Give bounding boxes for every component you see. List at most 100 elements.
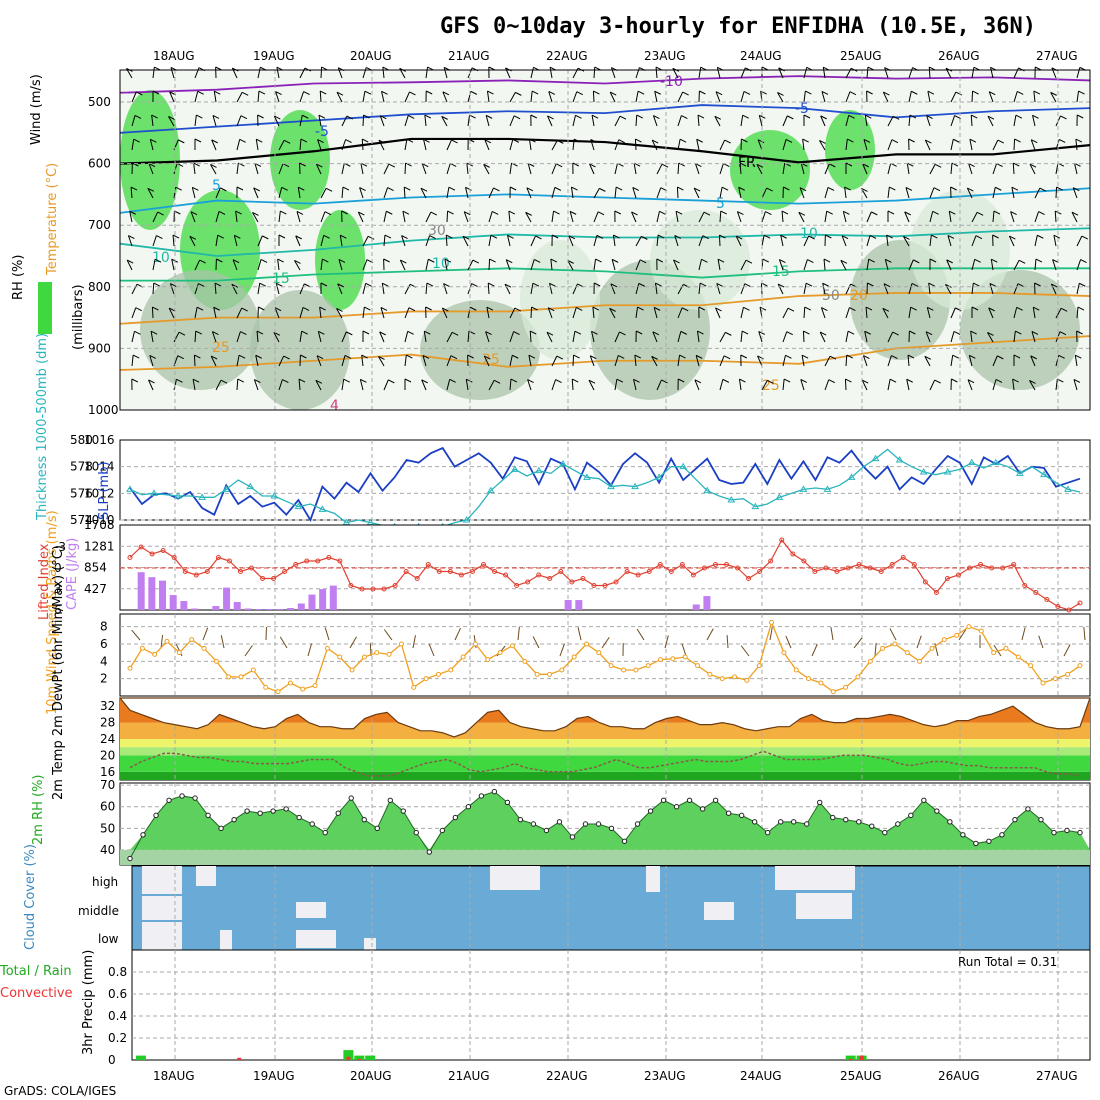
wind-marker	[263, 684, 269, 690]
wind-barb-flag	[252, 212, 259, 216]
wind-barb	[236, 307, 243, 319]
li-marker	[226, 558, 232, 564]
wind-barb	[529, 330, 532, 343]
wind-barb	[656, 235, 659, 247]
wind-barb	[777, 92, 784, 103]
wind-barb-flag	[212, 331, 219, 336]
wind-barb-flag	[1031, 139, 1038, 144]
wind-barb	[425, 282, 428, 295]
wind-barb	[152, 211, 159, 223]
wind-barb-flag	[512, 138, 520, 143]
li-marker	[403, 569, 409, 574]
wind-barb	[824, 211, 828, 223]
rh-marker	[179, 793, 185, 799]
wind-barb-flag	[969, 138, 977, 143]
wind-barb-flag	[698, 306, 706, 311]
wind-barb	[1033, 91, 1036, 103]
wind-barb-flag	[632, 187, 640, 191]
wind-marker	[152, 651, 158, 657]
wind-barb	[950, 307, 956, 319]
li-marker	[127, 555, 133, 560]
wind-barb-flag	[995, 186, 1002, 191]
wind-barb-flag	[697, 330, 704, 335]
wind-barb-flag	[631, 211, 638, 216]
wind-barb	[379, 331, 385, 343]
wind-barb-flag	[484, 355, 491, 360]
wind-barb-flag	[447, 210, 454, 215]
wind-barb-flag	[657, 234, 665, 239]
wind-barb	[1029, 163, 1036, 175]
wind-barb-flag	[424, 114, 432, 119]
thickness-marker	[294, 502, 303, 510]
wind-barb-flag	[779, 259, 786, 264]
wind-barb	[275, 91, 280, 103]
wind-barb-flag	[546, 331, 554, 336]
li-marker	[447, 569, 453, 574]
wind-marker	[127, 665, 133, 671]
wind-barb-flag	[932, 210, 939, 215]
rh-marker	[348, 795, 354, 801]
wind-barb-flag	[345, 139, 352, 144]
wind-barb	[466, 163, 469, 175]
rh-marker	[309, 821, 315, 827]
wind-barb-flag	[134, 114, 142, 119]
wind-barb	[420, 187, 427, 199]
li-marker	[679, 562, 685, 567]
wind-barb	[845, 307, 850, 319]
wind-barb	[190, 211, 196, 223]
contour-label: FR	[738, 155, 756, 171]
cape-bar	[329, 585, 337, 610]
wind-barb-flag	[697, 114, 705, 119]
wind-barb	[845, 354, 848, 367]
wind-barb-flag	[651, 139, 659, 144]
wind-barb	[298, 378, 301, 391]
wind-barb-flag	[823, 258, 831, 263]
wind-barb	[908, 259, 914, 271]
temperature-line	[118, 697, 1091, 738]
surface-wind-barb	[664, 635, 669, 649]
wind-marker	[386, 651, 392, 657]
wind-barb-flag	[1033, 90, 1041, 95]
wind-barb-flag	[548, 91, 556, 95]
wind-barb	[698, 235, 704, 247]
wind-barb	[316, 355, 322, 367]
wind-barb	[383, 234, 386, 247]
bottom-x-tick: 26AUG	[938, 1069, 980, 1083]
wind-barb-flag	[743, 90, 751, 95]
thickness-marker	[727, 496, 736, 503]
wind-barb	[588, 379, 595, 391]
wind-barb-flag	[254, 379, 261, 384]
wind-barb	[740, 91, 745, 103]
wind-barb-flag	[525, 211, 532, 216]
wind-barb-flag	[132, 162, 139, 167]
thickness-marker	[631, 482, 639, 490]
wind-marker	[633, 667, 639, 673]
wind-barb-flag	[989, 282, 997, 287]
wind-barb-flag	[493, 187, 500, 192]
cape-bar	[703, 596, 711, 610]
temp-tick: 16	[100, 765, 115, 779]
wind-barb-flag	[635, 330, 643, 335]
wind-barb	[633, 379, 637, 391]
wind-barb	[609, 91, 616, 103]
cape-tick: 1281	[84, 539, 115, 553]
wind-barb-flag	[1016, 306, 1023, 311]
wind-barb-flag	[1012, 378, 1019, 383]
wind-barb-flag	[216, 258, 223, 263]
li-marker	[469, 569, 475, 574]
thickness-marker	[534, 466, 543, 474]
wind-barb	[887, 331, 894, 343]
wind-barb-flag	[485, 331, 492, 335]
wind-barb-flag	[421, 379, 428, 384]
wind-barb	[404, 91, 410, 103]
wind-barb-flag	[1058, 139, 1066, 143]
wind-barb	[463, 211, 469, 223]
wind-barb	[169, 91, 175, 103]
wind-barb-flag	[934, 379, 941, 384]
wind-barb	[992, 163, 998, 175]
cape-tick: 427	[84, 582, 107, 596]
rh-marker	[608, 825, 615, 832]
wind-barb-flag	[298, 186, 305, 191]
